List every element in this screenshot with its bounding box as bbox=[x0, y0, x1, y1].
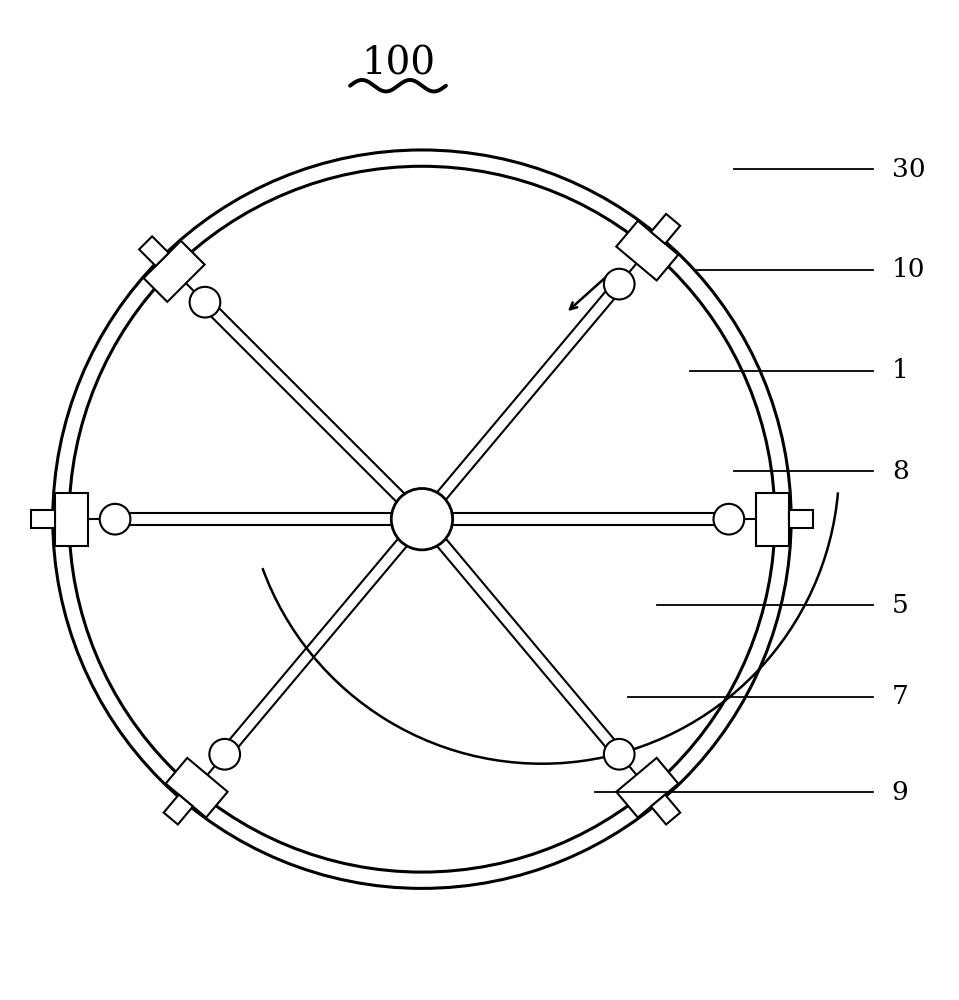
Polygon shape bbox=[617, 221, 678, 280]
Polygon shape bbox=[164, 795, 193, 824]
Text: 5: 5 bbox=[892, 593, 908, 618]
Polygon shape bbox=[166, 758, 227, 817]
Polygon shape bbox=[55, 493, 88, 546]
Text: 100: 100 bbox=[361, 45, 435, 82]
Text: 30: 30 bbox=[892, 157, 925, 182]
Circle shape bbox=[713, 504, 744, 535]
Text: 10: 10 bbox=[892, 257, 925, 282]
Circle shape bbox=[604, 739, 635, 770]
Polygon shape bbox=[651, 214, 680, 244]
Circle shape bbox=[209, 739, 240, 770]
Circle shape bbox=[604, 269, 635, 299]
Circle shape bbox=[100, 504, 130, 535]
Polygon shape bbox=[31, 510, 55, 528]
Polygon shape bbox=[139, 236, 169, 266]
Text: 8: 8 bbox=[892, 459, 908, 484]
Polygon shape bbox=[756, 493, 789, 546]
Circle shape bbox=[190, 287, 221, 318]
Text: 1: 1 bbox=[892, 358, 908, 383]
Polygon shape bbox=[617, 758, 678, 817]
Polygon shape bbox=[144, 241, 204, 302]
Text: 7: 7 bbox=[892, 684, 909, 709]
Polygon shape bbox=[789, 510, 813, 528]
Text: 9: 9 bbox=[892, 780, 908, 805]
Circle shape bbox=[391, 488, 453, 550]
Polygon shape bbox=[651, 795, 680, 824]
